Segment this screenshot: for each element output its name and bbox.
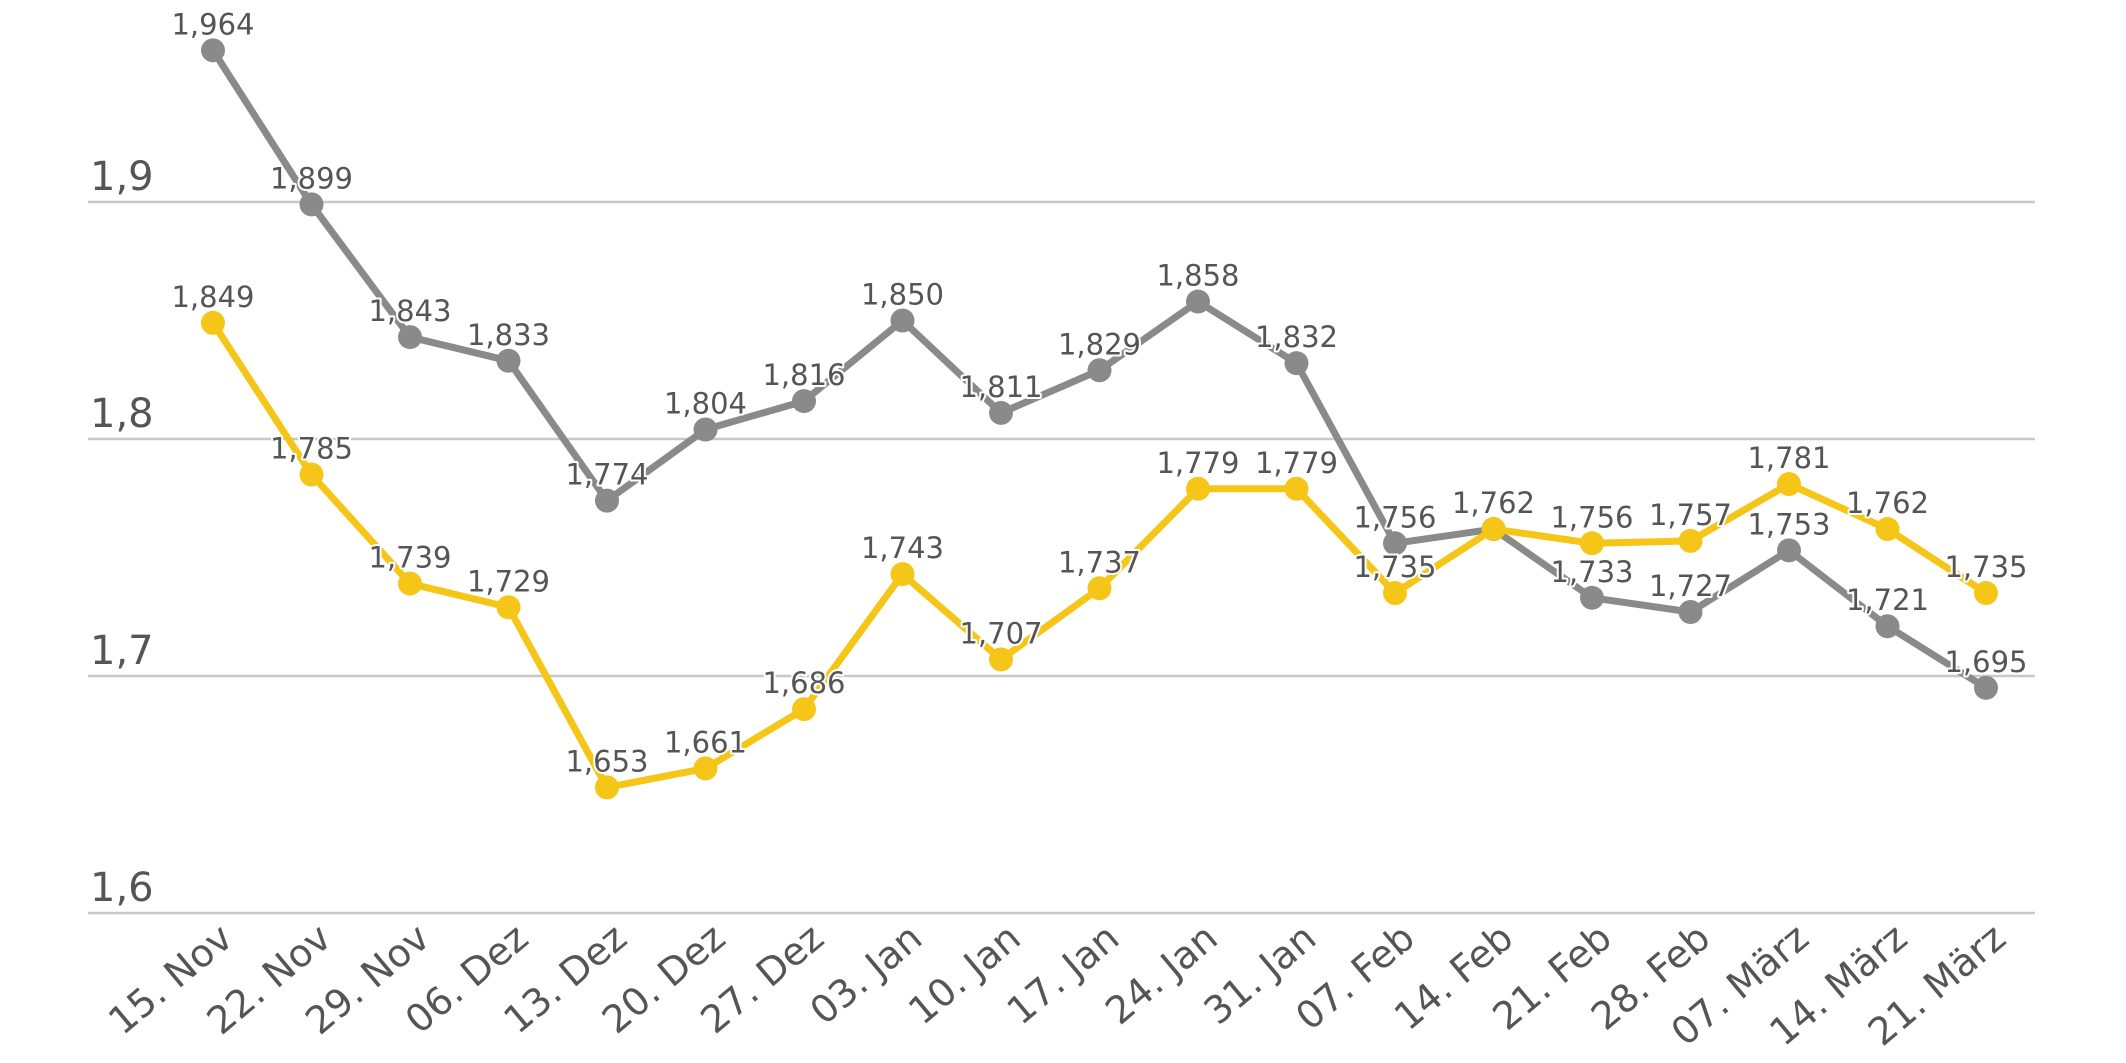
data-label-gelb: 1,781 [1747,441,1830,475]
data-label-grau: 1,811 [959,370,1042,404]
data-point-grau [1678,600,1703,625]
grid-layer [88,200,2035,915]
data-point-gelb [1678,528,1703,553]
data-point-grau [201,38,225,63]
data-label-grau: 1,721 [1846,583,1929,617]
data-point-grau [1974,675,1998,700]
data-label-grau: 1,833 [467,318,550,352]
data-labels: 1,964 1,899 1,843 1,833 1,774 1,804 1,816 1,850… [169,5,2029,780]
data-point-gelb [1383,581,1407,606]
data-label-grau: 1,832 [1255,320,1338,354]
data-label-gelb: 1,707 [959,616,1042,650]
data-label-grau: 1,829 [1058,327,1141,361]
data-point-grau [299,192,324,217]
data-point-grau [1580,585,1604,610]
data-label-gelb: 1,756 [1550,500,1633,534]
data-label-grau: 1,899 [270,161,353,195]
data-point-gelb [989,647,1013,672]
data-label-gelb: 1,735 [1944,550,2027,584]
data-label-grau: 1,756 [1353,500,1436,534]
data-label-gelb: 1,743 [861,531,944,565]
data-label-gelb: 1,757 [1649,498,1732,532]
data-label-grau: 1,816 [762,358,845,392]
data-point-gelb [693,756,718,781]
data-label-grau: 1,753 [1747,507,1830,541]
data-label-gelb: 1,762 [1846,486,1929,520]
data-label-gelb: 1,779 [1156,446,1239,480]
data-point-gelb [1974,581,1998,606]
data-point-gelb [1580,531,1604,556]
data-label-gelb: 1,779 [1255,446,1338,480]
data-point-grau [890,308,915,333]
data-point-gelb [1284,476,1309,501]
data-point-grau [792,389,816,414]
data-label-grau: 1,804 [664,387,747,421]
data-point-gelb [496,595,521,620]
data-point-gelb [398,571,422,596]
data-point-gelb [595,775,619,800]
data-label-grau: 1,850 [861,278,944,312]
data-point-gelb [201,310,225,335]
x-tick-label: 24. Jan [1097,915,1226,1033]
data-label-grau: 1,843 [368,294,451,328]
data-point-gelb [1777,472,1801,497]
data-label-gelb: 1,737 [1058,545,1141,579]
y-tick-label: 1,7 [90,628,154,674]
data-point-grau [1383,531,1407,556]
data-label-gelb: 1,739 [368,541,451,575]
data-point-gelb [792,697,816,722]
data-point-grau [398,325,422,350]
data-point-grau [1284,351,1309,376]
data-label-grau: 1,762 [1452,486,1535,520]
y-tick-label: 1,9 [90,154,154,200]
data-point-grau [595,488,619,513]
data-label-gelb: 1,785 [270,432,353,466]
data-label-gelb: 1,729 [467,564,550,598]
data-point-gelb [1481,517,1506,542]
data-point-gelb [299,462,324,487]
data-label-gelb: 1,735 [1353,550,1436,584]
x-tick-label: 17. Jan [999,915,1128,1033]
data-label-grau: 1,695 [1944,645,2027,679]
data-point-grau [1087,358,1112,383]
data-point-gelb [1875,517,1900,542]
data-point-grau [693,417,718,442]
data-point-gelb [1087,576,1112,601]
data-label-gelb: 1,653 [565,744,648,778]
data-label-grau: 1,733 [1550,555,1633,589]
series-layer [201,38,1998,800]
x-tick-label: 10. Jan [900,915,1029,1033]
data-label-grau: 1,774 [565,458,648,492]
y-axis-ticks: 1,6 1,7 1,8 1,9 [90,154,154,911]
data-point-grau [1777,538,1801,563]
data-point-grau [1875,614,1900,639]
data-label-grau: 1,858 [1156,259,1239,293]
data-point-grau [496,348,521,373]
data-label-gelb: 1,686 [762,666,845,700]
data-point-gelb [1186,476,1210,501]
data-label-grau: 1,727 [1649,569,1732,603]
data-point-gelb [890,562,915,587]
x-tick-label: 03. Jan [802,915,931,1033]
data-label-gelb: 1,661 [664,725,747,759]
data-label-gelb: 1,849 [171,280,254,314]
y-tick-label: 1,8 [90,391,154,437]
data-point-grau [989,400,1013,425]
data-label-grau: 1,964 [171,7,254,41]
data-point-grau [1186,289,1210,314]
y-tick-label: 1,6 [90,865,154,911]
